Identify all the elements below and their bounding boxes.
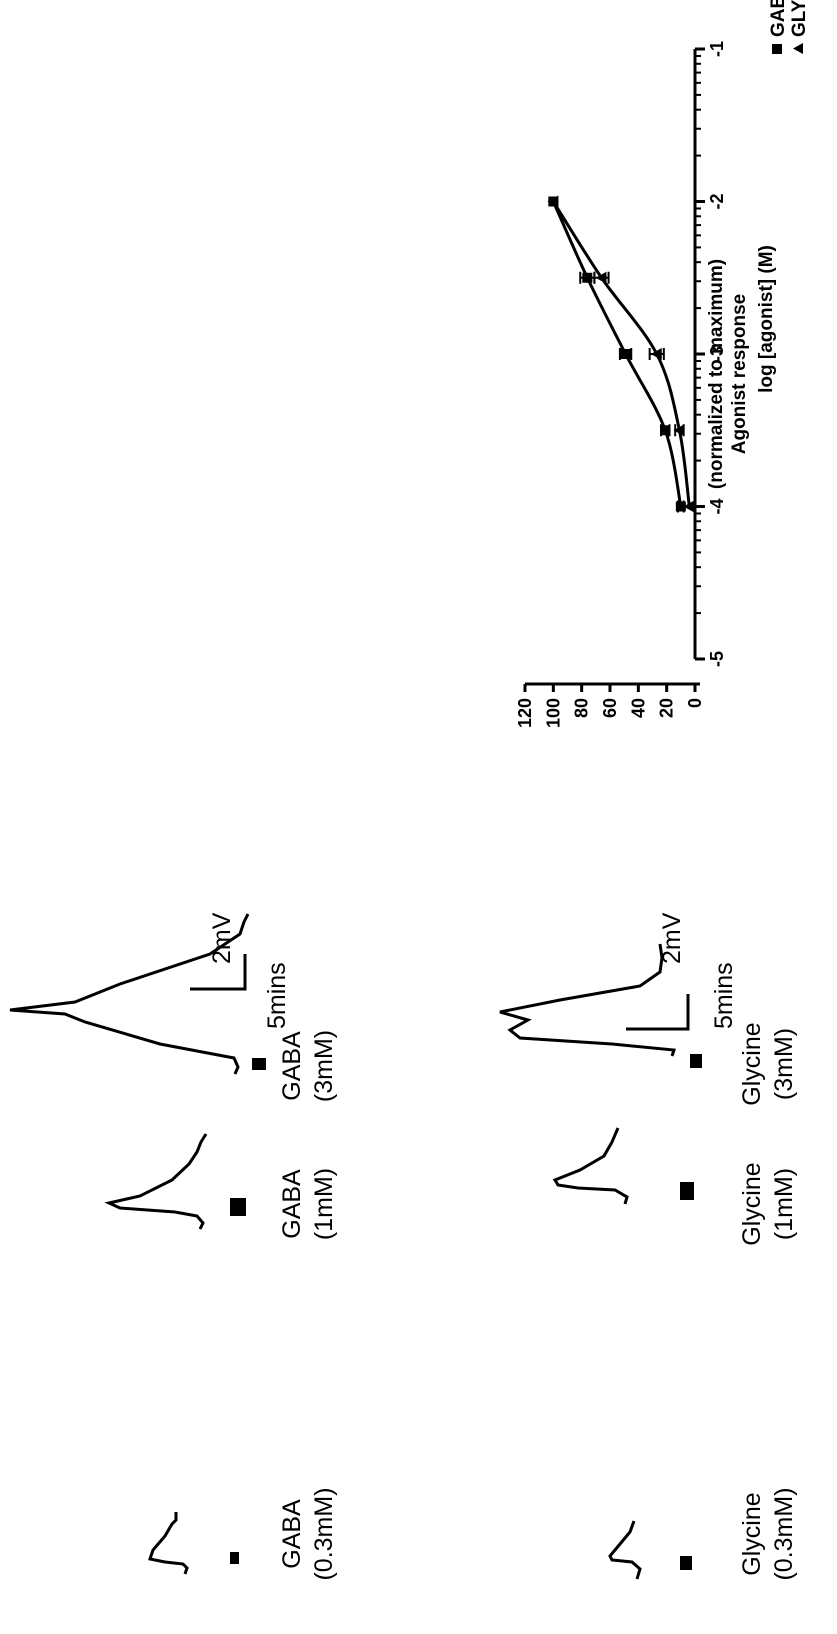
y-tick-label: 80 — [572, 698, 592, 718]
label-glycine-3mm-dose: (3mM) — [770, 1028, 798, 1100]
x-tick-label: -2 — [707, 193, 727, 209]
y-axis-title: Agonist response — [729, 294, 750, 454]
point-gaba — [660, 425, 671, 436]
y-tick-label: 0 — [685, 698, 705, 708]
point-gaba — [675, 501, 686, 512]
chart-axes: -5 -4 -3 -2 -1 0 20 40 60 80 100 120 — [515, 41, 727, 728]
trace-gaba-0.3mm — [148, 1512, 189, 1575]
trace-glycine-3mm — [499, 943, 677, 1057]
label-glycine-3mm-name: Glycine — [738, 1022, 766, 1105]
point-glycine — [595, 271, 607, 284]
stimulus-bar-glycine-0.3mm — [680, 1556, 692, 1570]
legend-label-glycine: GLYCINE — [789, 0, 810, 37]
trace-glycine-0.3mm — [608, 1520, 642, 1580]
scale-bar-glycine — [626, 994, 690, 1031]
trace-gaba-3mm — [9, 913, 250, 1075]
trace-gaba-1mm — [104, 1133, 208, 1230]
legend: GABA GLYCINE — [768, 0, 810, 54]
y-tick-label: 20 — [657, 698, 677, 718]
stimulus-bar-glycine-1mm — [680, 1182, 694, 1200]
point-glycine — [683, 500, 695, 513]
point-glycine — [650, 348, 662, 360]
point-glycine — [673, 424, 685, 437]
x-axis-title: log [agonist] (M) — [756, 245, 777, 393]
scale-time-gaba: 5mins — [263, 962, 291, 1029]
y-tick-label: 60 — [600, 698, 620, 718]
label-gaba-3mm-dose: (3mM) — [310, 1030, 338, 1102]
scale-voltage-glycine: 2mV — [658, 912, 686, 964]
legend-label-gaba: GABA — [768, 0, 789, 37]
dose-response-chart: -5 -4 -3 -2 -1 0 20 40 60 80 100 120 Agonist respon… — [515, 0, 810, 728]
stimulus-bar-gaba-1mm — [230, 1198, 246, 1216]
label-gaba-0.3mm-dose: (0.3mM) — [310, 1487, 338, 1580]
data-points — [547, 195, 695, 513]
scale-bar-gaba — [190, 954, 247, 991]
label-glycine-0.3mm-dose: (0.3mM) — [770, 1487, 798, 1580]
traces-panel: GABA (0.3mM) GABA (1mM) GABA (3mM) 2mV 5… — [9, 912, 798, 1581]
y-tick-label: 100 — [543, 698, 563, 728]
label-gaba-0.3mm-name: GABA — [278, 1499, 306, 1569]
x-tick-label: -4 — [707, 498, 727, 514]
stimulus-bar-gaba-0.3mm — [230, 1552, 239, 1564]
label-gaba-3mm-name: GABA — [278, 1031, 306, 1101]
trace-glycine-1mm — [552, 1127, 629, 1205]
label-glycine-1mm-name: Glycine — [738, 1162, 766, 1245]
scale-voltage-gaba: 2mV — [208, 912, 236, 964]
point-gaba — [582, 272, 593, 283]
y-tick-label: 120 — [515, 698, 535, 728]
gaba-traces-row: GABA (0.3mM) GABA (1mM) GABA (3mM) 2mV 5… — [9, 912, 338, 1581]
legend-marker-glycine — [793, 43, 803, 54]
x-tick-label: -5 — [707, 651, 727, 667]
y-tick-label: 40 — [628, 698, 648, 718]
scale-time-glycine: 5mins — [710, 962, 738, 1029]
label-glycine-1mm-dose: (1mM) — [770, 1168, 798, 1240]
glycine-traces-row: Glycine (0.3mM) Glycine (1mM) Glycine (3… — [499, 912, 798, 1581]
label-glycine-0.3mm-name: Glycine — [738, 1492, 766, 1575]
point-gaba — [620, 349, 631, 359]
y-axis-subtitle: (normalized to maximum) — [706, 259, 727, 489]
point-glycine — [547, 195, 559, 208]
stimulus-bar-gaba-3mm — [252, 1058, 266, 1070]
stimulus-bar-glycine-3mm — [690, 1054, 702, 1068]
label-gaba-1mm-dose: (1mM) — [310, 1168, 338, 1240]
x-tick-label: -3 — [707, 346, 727, 362]
x-tick-label: -1 — [707, 41, 727, 57]
label-gaba-1mm-name: GABA — [278, 1169, 306, 1239]
legend-marker-gaba — [772, 44, 782, 54]
